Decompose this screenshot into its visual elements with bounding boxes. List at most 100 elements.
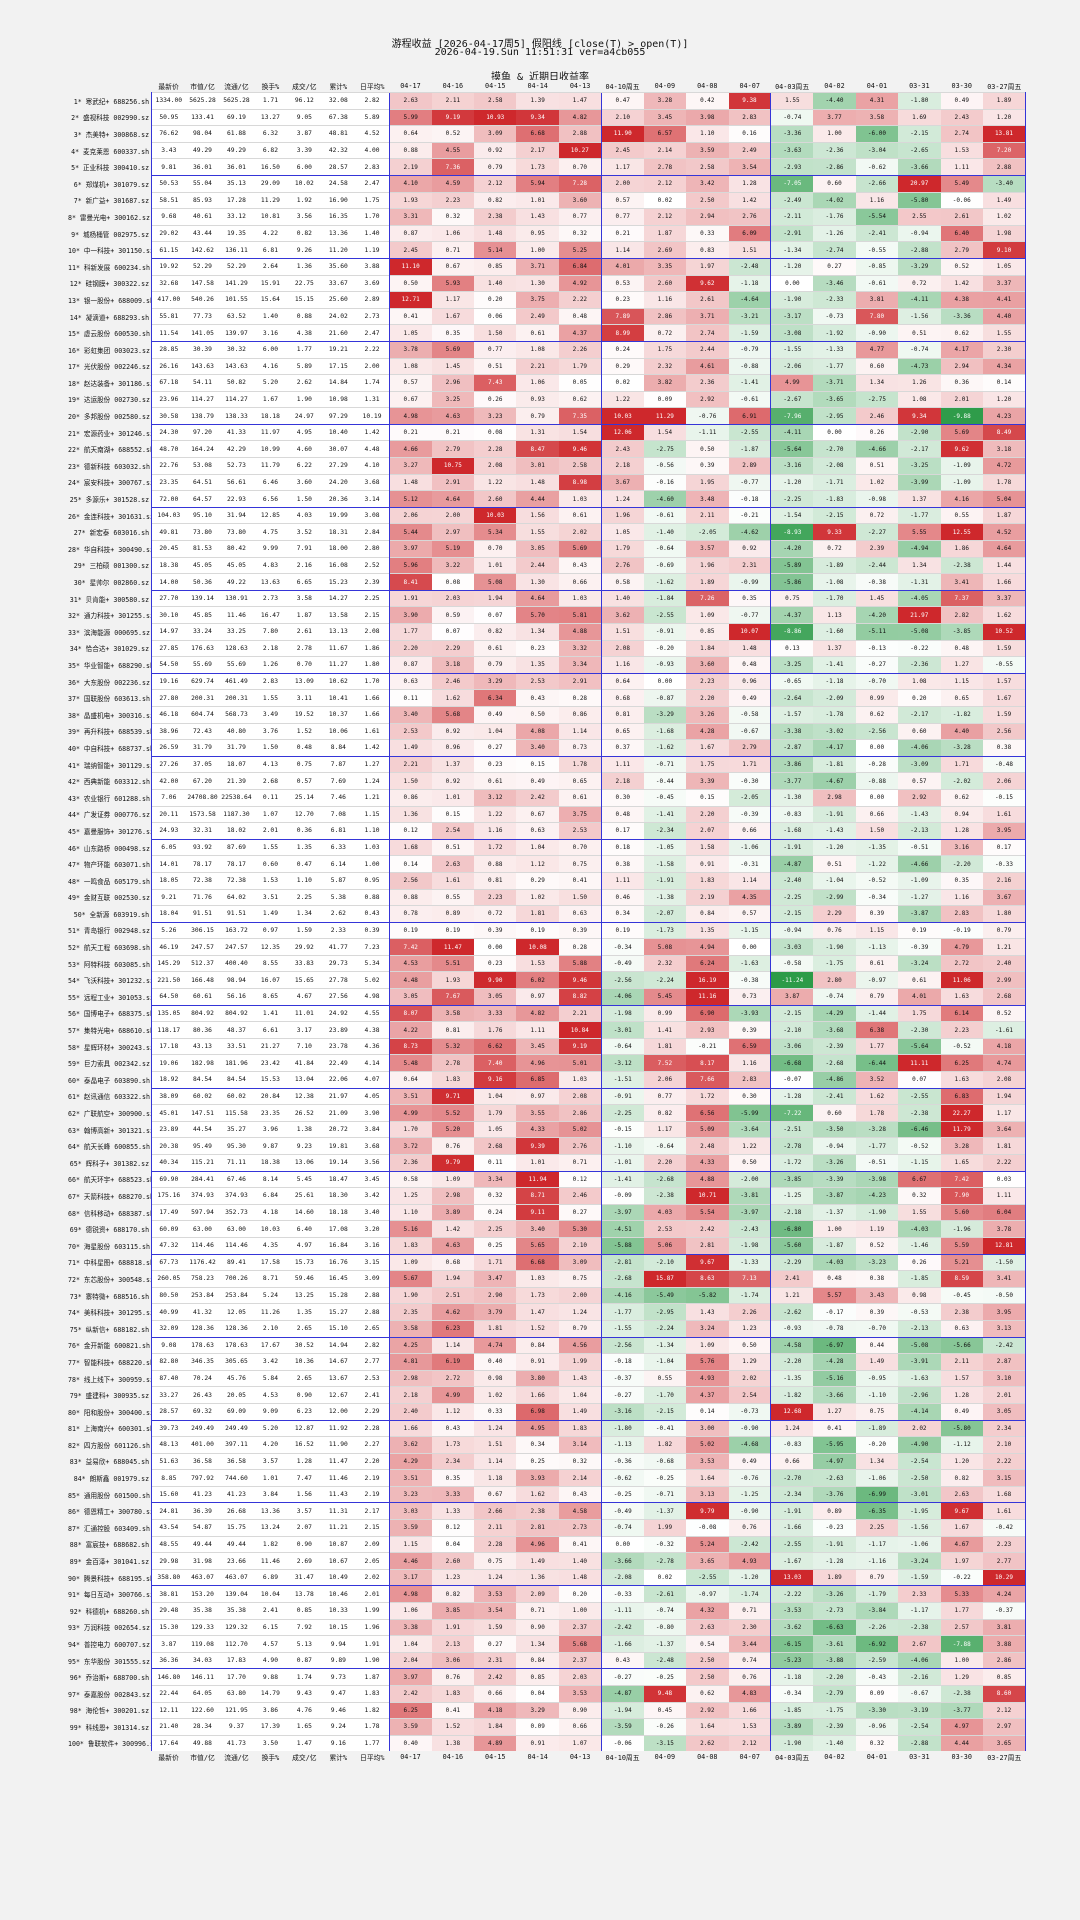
stat-cell: 247.57 xyxy=(185,938,220,956)
return-cell: 2.28 xyxy=(474,1535,517,1553)
stat-cell: 401.00 xyxy=(185,1436,220,1454)
return-cell: 0.00 xyxy=(728,938,771,956)
return-cell: 3.52 xyxy=(855,1071,899,1089)
return-cell: 4.33 xyxy=(516,1120,559,1138)
return-cell: 3.22 xyxy=(431,556,475,574)
table-row: 56* 国博电子+ 688375.sh 135.05 804.92 804.92 1.4… xyxy=(68,1004,1026,1022)
return-cell: 1.67 xyxy=(940,1519,983,1537)
stat-cell: 26.68 xyxy=(219,1502,254,1520)
stat-cell: 30.32 xyxy=(219,340,254,358)
return-cell: 0.85 xyxy=(474,257,517,276)
stat-cell: 71.11 xyxy=(219,1154,254,1172)
return-cell: 5.68 xyxy=(431,705,475,724)
return-cell: 4.62 xyxy=(431,1303,475,1321)
return-cell: 1.00 xyxy=(940,1651,983,1669)
table-row: 52* 航天工程 603698.sh 46.19 247.57 247.57 12.35… xyxy=(68,938,1026,956)
return-cell: 3.06 xyxy=(431,1651,475,1669)
return-cell: 0.61 xyxy=(516,324,559,342)
return-cell: 2.53 xyxy=(516,672,559,690)
return-cell: 5.02 xyxy=(558,1120,602,1138)
stat-cell: 80.42 xyxy=(219,540,254,558)
stat-cell: 28.57 xyxy=(151,1402,186,1420)
stat-cell: 804.92 xyxy=(219,1004,254,1022)
stat-cell: 1176.42 xyxy=(185,1253,220,1271)
return-cell: -0.20 xyxy=(855,1436,899,1454)
return-cell: 2.02 xyxy=(898,1419,941,1437)
stat-cell: 72.38 xyxy=(219,871,254,889)
stock-name: 81* 上海南兴+ 600301.sh xyxy=(68,1420,152,1437)
table-row: 20* 多邦股份 002580.sz 30.58 138.79 138.33 18.18… xyxy=(68,407,1026,425)
stat-cell: 0.70 xyxy=(287,656,322,674)
return-cell: 3.51 xyxy=(388,1469,432,1487)
return-cell: 3.44 xyxy=(728,1635,771,1653)
return-cell: -0.61 xyxy=(643,506,687,524)
stat-cell: 3.43 xyxy=(151,141,186,159)
return-cell: 0.78 xyxy=(388,905,432,923)
stat-cell: 147.51 xyxy=(185,1104,220,1122)
return-cell: 4.10 xyxy=(388,174,432,193)
return-cell: 2.76 xyxy=(600,556,644,574)
stat-cell: 417.00 xyxy=(151,291,186,309)
stat-cell: 18.07 xyxy=(219,755,254,773)
return-cell: 7.36 xyxy=(431,158,475,176)
return-cell: -0.50 xyxy=(982,1286,1026,1304)
table-row: 45* 嘉曼服饰+ 301276.sz 24.93 32.31 18.02 2.01 0.… xyxy=(68,822,1026,840)
stat-cell: 14.79 xyxy=(253,1685,288,1703)
stat-cell: 55.81 xyxy=(151,307,186,325)
stock-name: 26* 金连科技+ 301631.sz xyxy=(68,507,152,524)
return-cell: 0.28 xyxy=(558,689,602,707)
return-cell: -2.70 xyxy=(770,1469,814,1487)
table-row: 59* 巨力索具 002342.sz 19.06 182.98 181.96 23.42… xyxy=(68,1054,1026,1072)
return-cell: 2.83 xyxy=(940,905,983,923)
return-cell: 1.91 xyxy=(431,1618,475,1636)
return-cell: 2.60 xyxy=(474,490,517,508)
stock-name: 58* 星辉环材+ 300243.sz xyxy=(68,1038,152,1055)
stat-cell: 10.06 xyxy=(321,722,356,740)
stat-cell: 629.74 xyxy=(185,672,220,690)
return-cell: 1.67 xyxy=(686,739,729,757)
stock-name: 70* 海星股份 603115.sh xyxy=(68,1237,152,1255)
return-cell: 0.49 xyxy=(728,689,771,707)
return-cell: 0.98 xyxy=(474,1369,517,1387)
table-row: 76* 金开新能 600821.sh 9.08 178.63 178.63 17.67 3… xyxy=(68,1336,1026,1354)
return-cell: 0.85 xyxy=(982,1668,1026,1686)
return-cell: 0.63 xyxy=(388,672,432,690)
return-cell: 3.05 xyxy=(474,988,517,1006)
return-cell: 2.11 xyxy=(431,92,475,110)
return-cell: 0.48 xyxy=(728,656,771,674)
return-cell: 1.97 xyxy=(686,257,729,276)
stock-name: 63* 翰博高新+ 301321.sz xyxy=(68,1121,152,1138)
stat-cell: 260.05 xyxy=(151,1270,186,1288)
return-cell: 1.29 xyxy=(728,1353,771,1371)
return-cell: 3.58 xyxy=(855,108,899,126)
stock-name: 89* 金百泽+ 301041.sz xyxy=(68,1552,152,1570)
column-header: 日平均% xyxy=(355,80,390,93)
stat-cell: 0.90 xyxy=(287,1386,322,1404)
table-row: 3* 杰美特+ 300868.sz 76.62 98.04 61.88 6.32 3.87… xyxy=(68,125,1026,143)
return-cell: -1.41 xyxy=(600,1170,644,1188)
stat-cell: 138.79 xyxy=(185,407,220,425)
stat-cell: 48.70 xyxy=(151,440,186,458)
return-cell: -0.22 xyxy=(898,639,941,657)
stat-cell: 41.23 xyxy=(185,1485,220,1503)
return-cell: 11.94 xyxy=(516,1170,559,1188)
stat-cell: 4.18 xyxy=(253,1203,288,1221)
return-cell: 3.67 xyxy=(600,473,644,491)
return-cell: 1.81 xyxy=(643,1037,687,1055)
header-row-bottom: 最新价 市值/亿 流通/亿 换手% 成交/亿 累计% 日平均% 04-17 04-16 04-15… xyxy=(68,1751,1026,1764)
return-cell: 0.49 xyxy=(474,705,517,724)
return-cell: -1.70 xyxy=(813,589,856,607)
return-cell: 0.09 xyxy=(516,1718,559,1736)
return-cell: 1.70 xyxy=(388,1120,432,1138)
return-cell: 2.10 xyxy=(982,1436,1026,1454)
stat-cell: 23.35 xyxy=(151,473,186,491)
return-cell: 2.06 xyxy=(643,1071,687,1089)
return-cell: 2.92 xyxy=(686,1701,729,1719)
return-cell: 0.02 xyxy=(643,1568,687,1586)
stat-cell: 16.50 xyxy=(253,158,288,176)
stock-name: 51* 青岛银行 002948.sz xyxy=(68,922,152,939)
return-cell: 6.83 xyxy=(940,1087,983,1105)
stock-name: 9* 城杨桶管 002975.sz xyxy=(68,225,152,242)
return-cell: 12.81 xyxy=(982,1236,1026,1255)
return-cell: -0.37 xyxy=(600,1369,644,1387)
